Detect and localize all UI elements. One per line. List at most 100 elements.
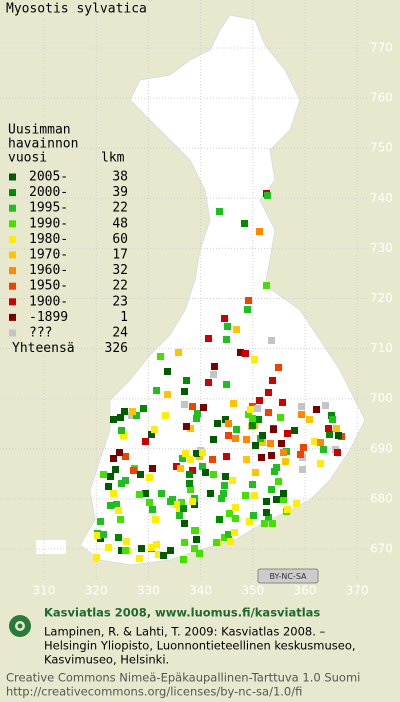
- observation-square: [244, 306, 251, 313]
- observation-square: [94, 532, 101, 539]
- observation-square: [137, 471, 144, 478]
- observation-square: [220, 490, 227, 497]
- observation-square: [191, 545, 198, 552]
- observation-square: [149, 506, 156, 513]
- observation-square: [142, 490, 149, 497]
- observation-square: [280, 490, 287, 497]
- observation-square: [148, 431, 155, 438]
- observation-square: [120, 432, 127, 439]
- observation-square: [153, 541, 160, 548]
- observation-square: [245, 411, 252, 418]
- observation-square: [265, 389, 272, 396]
- observation-square: [259, 432, 266, 439]
- observation-square: [155, 551, 162, 558]
- observation-square: [232, 515, 239, 522]
- observation-square: [138, 545, 145, 552]
- observation-square: [113, 501, 120, 508]
- observation-square: [129, 408, 136, 415]
- observation-square: [193, 450, 200, 457]
- license-url: http://creativecommons.org/licenses/by-n…: [6, 685, 302, 699]
- legend-label: ???: [29, 326, 52, 341]
- observation-square: [268, 486, 275, 493]
- y-coord-label: 770: [370, 41, 393, 55]
- observation-square: [100, 531, 107, 538]
- legend-count: 22: [112, 201, 128, 216]
- observation-square: [105, 544, 112, 551]
- observation-square: [183, 377, 190, 384]
- observation-square: [146, 499, 153, 506]
- observation-square: [189, 467, 196, 474]
- observation-square: [187, 456, 194, 463]
- license: Creative Commons Nimeä-Epäkaupallinen-Ta…: [6, 671, 360, 685]
- observation-square: [93, 554, 100, 561]
- observation-square: [259, 439, 266, 446]
- observation-square: [268, 337, 275, 344]
- x-coord-label: 340: [189, 584, 212, 598]
- observation-square: [97, 518, 104, 525]
- y-coord-label: 710: [370, 341, 393, 355]
- observation-square: [214, 420, 221, 427]
- legend-label: 1960-: [29, 263, 68, 278]
- observation-square: [205, 335, 212, 342]
- x-coord-label: 310: [33, 584, 56, 598]
- observation-square: [275, 478, 282, 485]
- observation-square: [223, 336, 230, 343]
- x-coord-label: 370: [346, 584, 369, 598]
- legend-swatch: [9, 235, 16, 243]
- observation-square: [128, 412, 135, 419]
- observation-square: [207, 490, 214, 497]
- observation-square: [224, 323, 231, 330]
- observation-square: [265, 409, 272, 416]
- observation-square: [261, 520, 268, 527]
- observation-square: [167, 547, 174, 554]
- legend-count: 17: [112, 248, 128, 263]
- legend-count-header: lkm: [101, 151, 125, 166]
- legend-swatch: [9, 329, 16, 337]
- observation-square: [189, 403, 196, 410]
- observation-square: [263, 498, 270, 505]
- observation-square: [218, 495, 225, 502]
- observation-square: [189, 498, 196, 505]
- observation-square: [273, 496, 280, 503]
- x-coord-label: 360: [294, 584, 317, 598]
- observation-square: [249, 481, 256, 488]
- observation-square: [167, 498, 174, 505]
- observation-square: [193, 415, 200, 422]
- observation-square: [196, 550, 203, 557]
- observation-square: [223, 381, 230, 388]
- observation-square: [209, 456, 216, 463]
- observation-square: [297, 451, 304, 458]
- cc-badge: BY-NC-SA: [257, 568, 319, 584]
- observation-square: [110, 416, 117, 423]
- observation-square: [151, 426, 158, 433]
- observation-square: [216, 208, 223, 215]
- observation-square: [282, 458, 289, 465]
- legend-count: 22: [112, 279, 128, 294]
- legend-swatch: [9, 251, 16, 259]
- legend-count: 60: [112, 232, 128, 247]
- observation-square: [322, 402, 329, 409]
- observation-square: [221, 482, 228, 489]
- observation-square: [225, 432, 232, 439]
- observation-square: [263, 509, 270, 516]
- observation-square: [252, 469, 259, 476]
- observation-square: [179, 455, 186, 462]
- observation-square: [118, 427, 125, 434]
- observation-square: [225, 531, 232, 538]
- legend-swatch: [9, 220, 16, 228]
- observation-square: [275, 364, 282, 371]
- legend-label: 1995-: [29, 201, 68, 216]
- observation-square: [160, 552, 167, 559]
- observation-square: [270, 426, 277, 433]
- observation-square: [186, 480, 193, 487]
- legend-count: 24: [112, 326, 128, 341]
- observation-square: [210, 471, 217, 478]
- observation-square: [149, 465, 156, 472]
- citation: Lampinen, R. & Lahti, T. 2009: Kasviatla…: [44, 625, 326, 639]
- observation-square: [122, 547, 129, 554]
- observation-square: [164, 391, 171, 398]
- observation-square: [187, 425, 194, 432]
- observation-square: [249, 422, 256, 429]
- observation-square: [105, 483, 112, 490]
- observation-square: [226, 510, 233, 517]
